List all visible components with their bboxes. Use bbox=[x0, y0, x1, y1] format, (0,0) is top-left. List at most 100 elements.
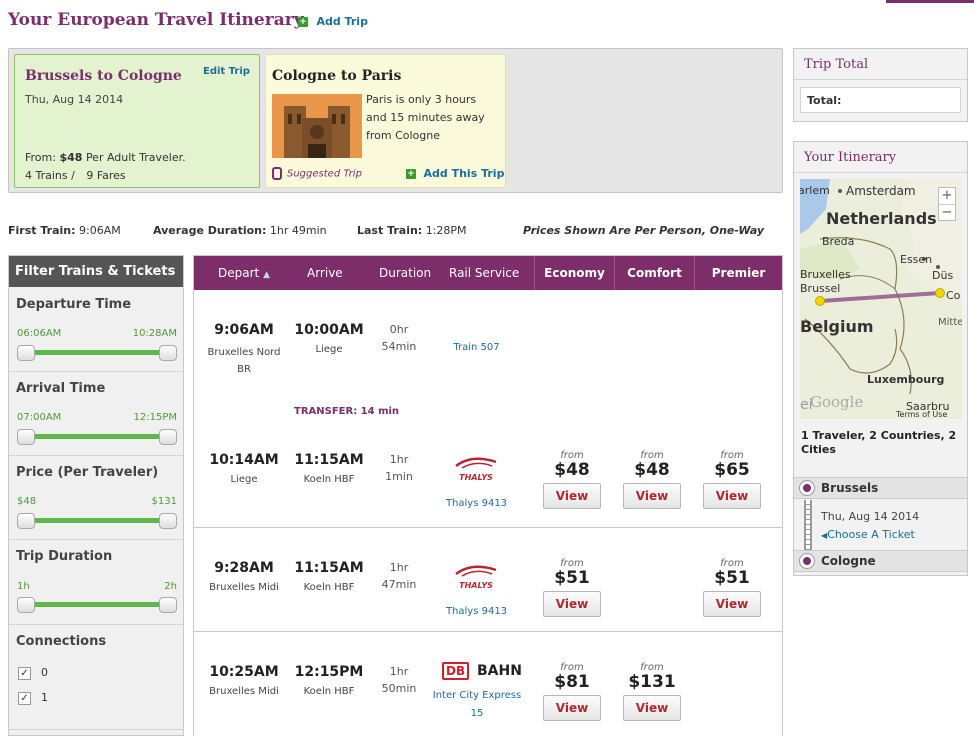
view-premier-button[interactable]: View bbox=[703, 483, 761, 509]
slider-handle-max[interactable] bbox=[159, 345, 177, 361]
rail-track-icon bbox=[804, 500, 812, 550]
depart-time: 9:06AM bbox=[214, 322, 274, 338]
trip-total-title: Trip Total bbox=[804, 57, 869, 72]
depart-station: Bruxelles Midi bbox=[209, 582, 279, 593]
col-economy[interactable]: Economy bbox=[534, 256, 614, 290]
edit-trip-link[interactable]: Edit Trip bbox=[203, 66, 250, 77]
connections-option-1[interactable]: ✓ 1 bbox=[18, 691, 48, 705]
col-duration[interactable]: Duration bbox=[379, 266, 432, 280]
view-comfort-button[interactable]: View bbox=[623, 695, 681, 721]
col-depart-label: Depart bbox=[218, 266, 260, 280]
trip-counts: 4 Trains / 9 Fares bbox=[25, 169, 126, 182]
filter-connections-label: Connections bbox=[16, 634, 107, 649]
slider-handle-min[interactable] bbox=[17, 345, 35, 361]
route-map[interactable]: arlem Amsterdam Netherlands Breda Essen … bbox=[800, 179, 962, 419]
slider-handle-max[interactable] bbox=[159, 429, 177, 445]
map-label-partial: ei bbox=[800, 397, 813, 413]
from-label: from bbox=[640, 450, 664, 461]
db-bahn-logo: DB BAHN bbox=[442, 662, 522, 682]
depart-time: 10:25AM bbox=[209, 664, 279, 680]
thalys-logo: THALYS bbox=[452, 560, 500, 592]
filter-arrival-label: Arrival Time bbox=[16, 381, 106, 396]
filter-departure: Departure Time 06:06AM 10:28AM bbox=[9, 287, 183, 372]
add-trip-label: Add Trip bbox=[316, 15, 368, 28]
itinerary-date: Thu, Aug 14 2014 bbox=[821, 510, 920, 523]
slider-handle-min[interactable] bbox=[17, 429, 35, 445]
rail-service-link[interactable]: Thalys 9413 bbox=[445, 606, 508, 617]
filter-price: Price (Per Traveler) $48 $131 bbox=[9, 456, 183, 540]
from-label: from bbox=[720, 558, 744, 569]
itinerary-info: 1 Traveler, 2 Countries, 2 Cities bbox=[801, 429, 957, 456]
map-label-saarbrucken: Saarbru bbox=[906, 400, 950, 413]
suggested-trip-card: Cologne to Paris Paris is only 3 hours a… bbox=[265, 54, 506, 188]
map-label-cologne: Co bbox=[946, 289, 961, 302]
filter-arrival: Arrival Time 07:00AM 12:15PM bbox=[9, 372, 183, 456]
add-trip-link[interactable]: + Add Trip bbox=[298, 15, 368, 28]
first-train-label: First Train: bbox=[8, 224, 76, 237]
view-economy-button[interactable]: View bbox=[543, 591, 601, 617]
choose-ticket-link[interactable]: ◀Choose A Ticket bbox=[821, 528, 915, 541]
itinerary-stop-end: Cologne bbox=[794, 550, 967, 572]
rail-service-link[interactable]: Train 507 bbox=[453, 342, 500, 353]
arrive-station: Koeln HBF bbox=[303, 474, 355, 485]
depart-station: Bruxelles Midi bbox=[209, 686, 279, 697]
filter-departure-label: Departure Time bbox=[16, 297, 132, 312]
duration-hr: 1hr bbox=[389, 453, 409, 466]
departure-range: 06:06AM 10:28AM bbox=[17, 328, 177, 339]
filter-panel: Filter Trains & Tickets Departure Time 0… bbox=[8, 255, 184, 736]
arrival-slider[interactable] bbox=[17, 429, 177, 445]
zoom-in-button[interactable]: + bbox=[939, 188, 955, 205]
avg-duration: Average Duration: 1hr 49min bbox=[153, 224, 327, 237]
duration-hr: 1hr bbox=[389, 561, 409, 574]
duration-max: 2h bbox=[164, 581, 177, 592]
slider-handle-max[interactable] bbox=[159, 597, 177, 613]
col-comfort[interactable]: Comfort bbox=[614, 256, 694, 290]
map-label-bruxelles: Bruxelles bbox=[800, 268, 851, 281]
arrive-station: Koeln HBF bbox=[303, 582, 355, 593]
map-label-brussel: Brussel bbox=[800, 282, 841, 295]
from-label: from bbox=[560, 662, 584, 673]
map-label-mitte: Mitte bbox=[938, 317, 962, 328]
transfer-note: TRANSFER: 14 min bbox=[294, 406, 400, 417]
connections-option-0[interactable]: ✓ 0 bbox=[18, 666, 48, 680]
col-premier[interactable]: Premier bbox=[694, 256, 782, 290]
rail-service-link[interactable]: Thalys 9413 bbox=[445, 498, 508, 509]
map-label-haarlem: arlem bbox=[800, 184, 830, 197]
map-label-netherlands: Netherlands bbox=[826, 209, 937, 228]
comfort-price: $131 bbox=[628, 672, 676, 692]
divider bbox=[794, 172, 967, 173]
economy-price: $51 bbox=[554, 568, 590, 588]
checkbox-checked-icon[interactable]: ✓ bbox=[18, 666, 31, 680]
stop-dot-icon bbox=[800, 481, 814, 495]
map-label-breda: Breda bbox=[822, 235, 855, 248]
view-economy-button[interactable]: View bbox=[543, 695, 601, 721]
checkbox-checked-icon[interactable]: ✓ bbox=[18, 691, 31, 705]
rail-service-link[interactable]: Inter City Express 15 bbox=[427, 687, 527, 723]
duration: 1hr 47min bbox=[374, 559, 424, 593]
duration-slider[interactable] bbox=[17, 597, 177, 613]
slider-handle-min[interactable] bbox=[17, 597, 35, 613]
col-depart[interactable]: Depart ▲ bbox=[218, 266, 270, 280]
rail-service-line1: Inter City Express bbox=[432, 690, 522, 701]
stop-brussels: Brussels bbox=[821, 481, 879, 495]
itinerary-stop-start: Brussels bbox=[794, 477, 967, 499]
slider-handle-max[interactable] bbox=[159, 513, 177, 529]
price-slider[interactable] bbox=[17, 513, 177, 529]
duration-hr: 0hr bbox=[389, 323, 409, 336]
filter-title-bar: Filter Trains & Tickets bbox=[9, 256, 183, 287]
slider-handle-min[interactable] bbox=[17, 513, 35, 529]
col-rail-service[interactable]: Rail Service bbox=[449, 266, 520, 280]
suggested-route: Cologne to Paris bbox=[272, 68, 402, 84]
zoom-out-button[interactable]: − bbox=[941, 205, 953, 220]
depart-station-line2: BR bbox=[237, 364, 251, 375]
add-this-trip-link[interactable]: + Add This Trip bbox=[406, 167, 504, 180]
view-premier-button[interactable]: View bbox=[703, 591, 761, 617]
price-max: $131 bbox=[151, 496, 177, 507]
col-arrive[interactable]: Arrive bbox=[307, 266, 343, 280]
view-economy-button[interactable]: View bbox=[543, 483, 601, 509]
departure-slider[interactable] bbox=[17, 345, 177, 361]
plus-icon: + bbox=[298, 17, 308, 27]
view-comfort-button[interactable]: View bbox=[623, 483, 681, 509]
from-label: from bbox=[640, 662, 664, 673]
map-terms-link[interactable]: Terms of Use bbox=[896, 410, 948, 419]
